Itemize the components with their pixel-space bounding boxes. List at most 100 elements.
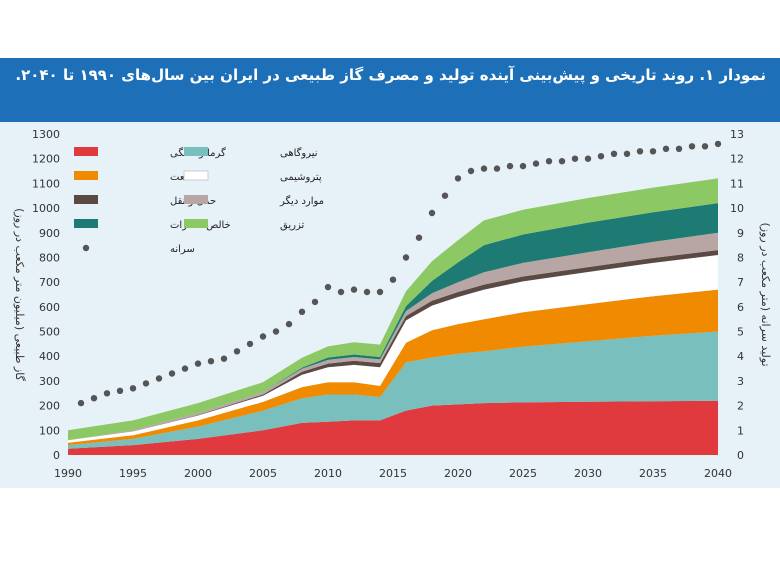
legend-label-petrochemical: پتروشیمی — [280, 172, 322, 183]
area-net_export — [68, 203, 718, 441]
legend-swatch-transport — [74, 195, 98, 204]
legend-label-injection: تزریق — [280, 220, 304, 231]
y-right-tick-label: 2 — [737, 400, 744, 413]
production-point — [220, 355, 228, 362]
area-petrochemical — [68, 255, 718, 443]
x-tick-label: 2015 — [379, 467, 407, 480]
legend-swatch-industry — [74, 171, 98, 180]
x-tick-label: 2025 — [509, 467, 537, 480]
production-point — [584, 155, 592, 162]
legend-swatch-production — [82, 244, 90, 252]
chart-title: نمودار ۱. روند تاریخی و پیش‌بینی آینده ت… — [15, 66, 766, 84]
y-right-tick-label: 6 — [737, 301, 744, 314]
x-tick-label: 2020 — [444, 467, 472, 480]
y-left-tick-label: 600 — [39, 301, 60, 314]
legend-label-power: نیروگاهی — [280, 147, 318, 159]
y-right-tick-label: 5 — [737, 326, 744, 339]
legend-swatch-residential — [74, 147, 98, 156]
production-point — [623, 150, 631, 157]
production-point — [714, 140, 722, 148]
legend-swatch-petrochemical — [183, 170, 209, 181]
production-point — [675, 145, 683, 152]
production-point — [90, 395, 98, 402]
y-right-tick-label: 13 — [730, 128, 744, 141]
production-point — [363, 288, 371, 296]
production-point — [376, 288, 384, 296]
legend-label-production: سرانه — [170, 244, 195, 255]
production-point — [77, 399, 85, 407]
area-other — [68, 232, 718, 441]
x-tick-label: 2040 — [704, 467, 732, 480]
x-tick-label: 2005 — [249, 467, 277, 480]
x-tick-label: 2035 — [639, 467, 667, 480]
production-point — [168, 370, 176, 377]
production-point — [558, 158, 566, 165]
production-point — [571, 155, 579, 162]
production-point — [506, 162, 514, 170]
production-point — [272, 328, 280, 335]
production-point — [337, 288, 345, 296]
production-point — [311, 298, 319, 306]
production-point — [519, 162, 527, 170]
production-point — [402, 254, 410, 261]
y-left-tick-label: 900 — [39, 227, 60, 240]
legend-label-industry: صنعت — [170, 172, 196, 183]
y-left-tick-label: 500 — [39, 326, 60, 339]
y-left-tick-label: 300 — [39, 375, 60, 388]
x-tick-label: 2000 — [184, 467, 212, 480]
production-point — [480, 165, 488, 172]
y-left-tick-label: 1000 — [32, 202, 60, 215]
x-tick-label: 2010 — [314, 467, 342, 480]
production-point — [545, 158, 553, 165]
production-point — [207, 358, 215, 365]
y-left-tick-label: 400 — [39, 350, 60, 363]
production-point — [233, 348, 241, 355]
area-industry — [68, 289, 718, 446]
production-point — [415, 234, 423, 241]
area-power — [68, 331, 718, 449]
production-point — [701, 143, 709, 150]
y-left-tick-label: 100 — [39, 424, 60, 437]
y-left-tick-label: 1100 — [32, 177, 60, 190]
y-right-tick-label: 1 — [737, 424, 744, 437]
production-point — [246, 340, 254, 348]
production-point — [610, 150, 618, 157]
legend-swatch-other — [184, 195, 208, 204]
chart-title-banner: نمودار ۱. روند تاریخی و پیش‌بینی آینده ت… — [0, 58, 780, 122]
production-point — [649, 148, 657, 155]
x-tick-label: 2030 — [574, 467, 602, 480]
production-point — [155, 375, 163, 382]
legend-label-other: موارد دیگر — [279, 195, 324, 207]
production-point — [298, 308, 306, 315]
legend-swatch-injection — [184, 219, 208, 228]
production-point — [441, 192, 449, 199]
production-point — [428, 209, 436, 217]
production-point — [259, 333, 267, 340]
production-point — [636, 148, 644, 155]
x-tick-label: 1995 — [119, 467, 147, 480]
y-right-tick-label: 7 — [737, 276, 744, 289]
y-right-axis-title: تولید سرانه (متر مکعب در روز) — [759, 222, 772, 366]
area-injection — [68, 178, 718, 441]
production-point — [324, 283, 332, 291]
production-point — [181, 365, 189, 372]
y-left-tick-label: 800 — [39, 251, 60, 264]
production-point — [103, 390, 111, 397]
production-point — [493, 165, 501, 172]
production-point — [194, 360, 202, 367]
y-left-tick-label: 0 — [53, 449, 60, 462]
y-right-tick-label: 8 — [737, 251, 744, 264]
y-left-tick-label: 700 — [39, 276, 60, 289]
y-left-tick-label: 200 — [39, 400, 60, 413]
y-right-tick-label: 11 — [730, 177, 744, 190]
y-right-tick-label: 12 — [730, 153, 744, 166]
legend-swatch-power — [184, 147, 208, 156]
y-left-tick-label: 1300 — [32, 128, 60, 141]
area-residential — [68, 400, 718, 455]
y-left-axis-title: گاز طبیعی (میلیون متر مکعب در روز) — [13, 208, 26, 382]
production-point — [350, 286, 358, 293]
x-tick-label: 1990 — [54, 467, 82, 480]
y-right-tick-label: 3 — [737, 375, 744, 388]
legend-swatch-net_export — [74, 219, 98, 228]
production-point — [389, 276, 397, 283]
